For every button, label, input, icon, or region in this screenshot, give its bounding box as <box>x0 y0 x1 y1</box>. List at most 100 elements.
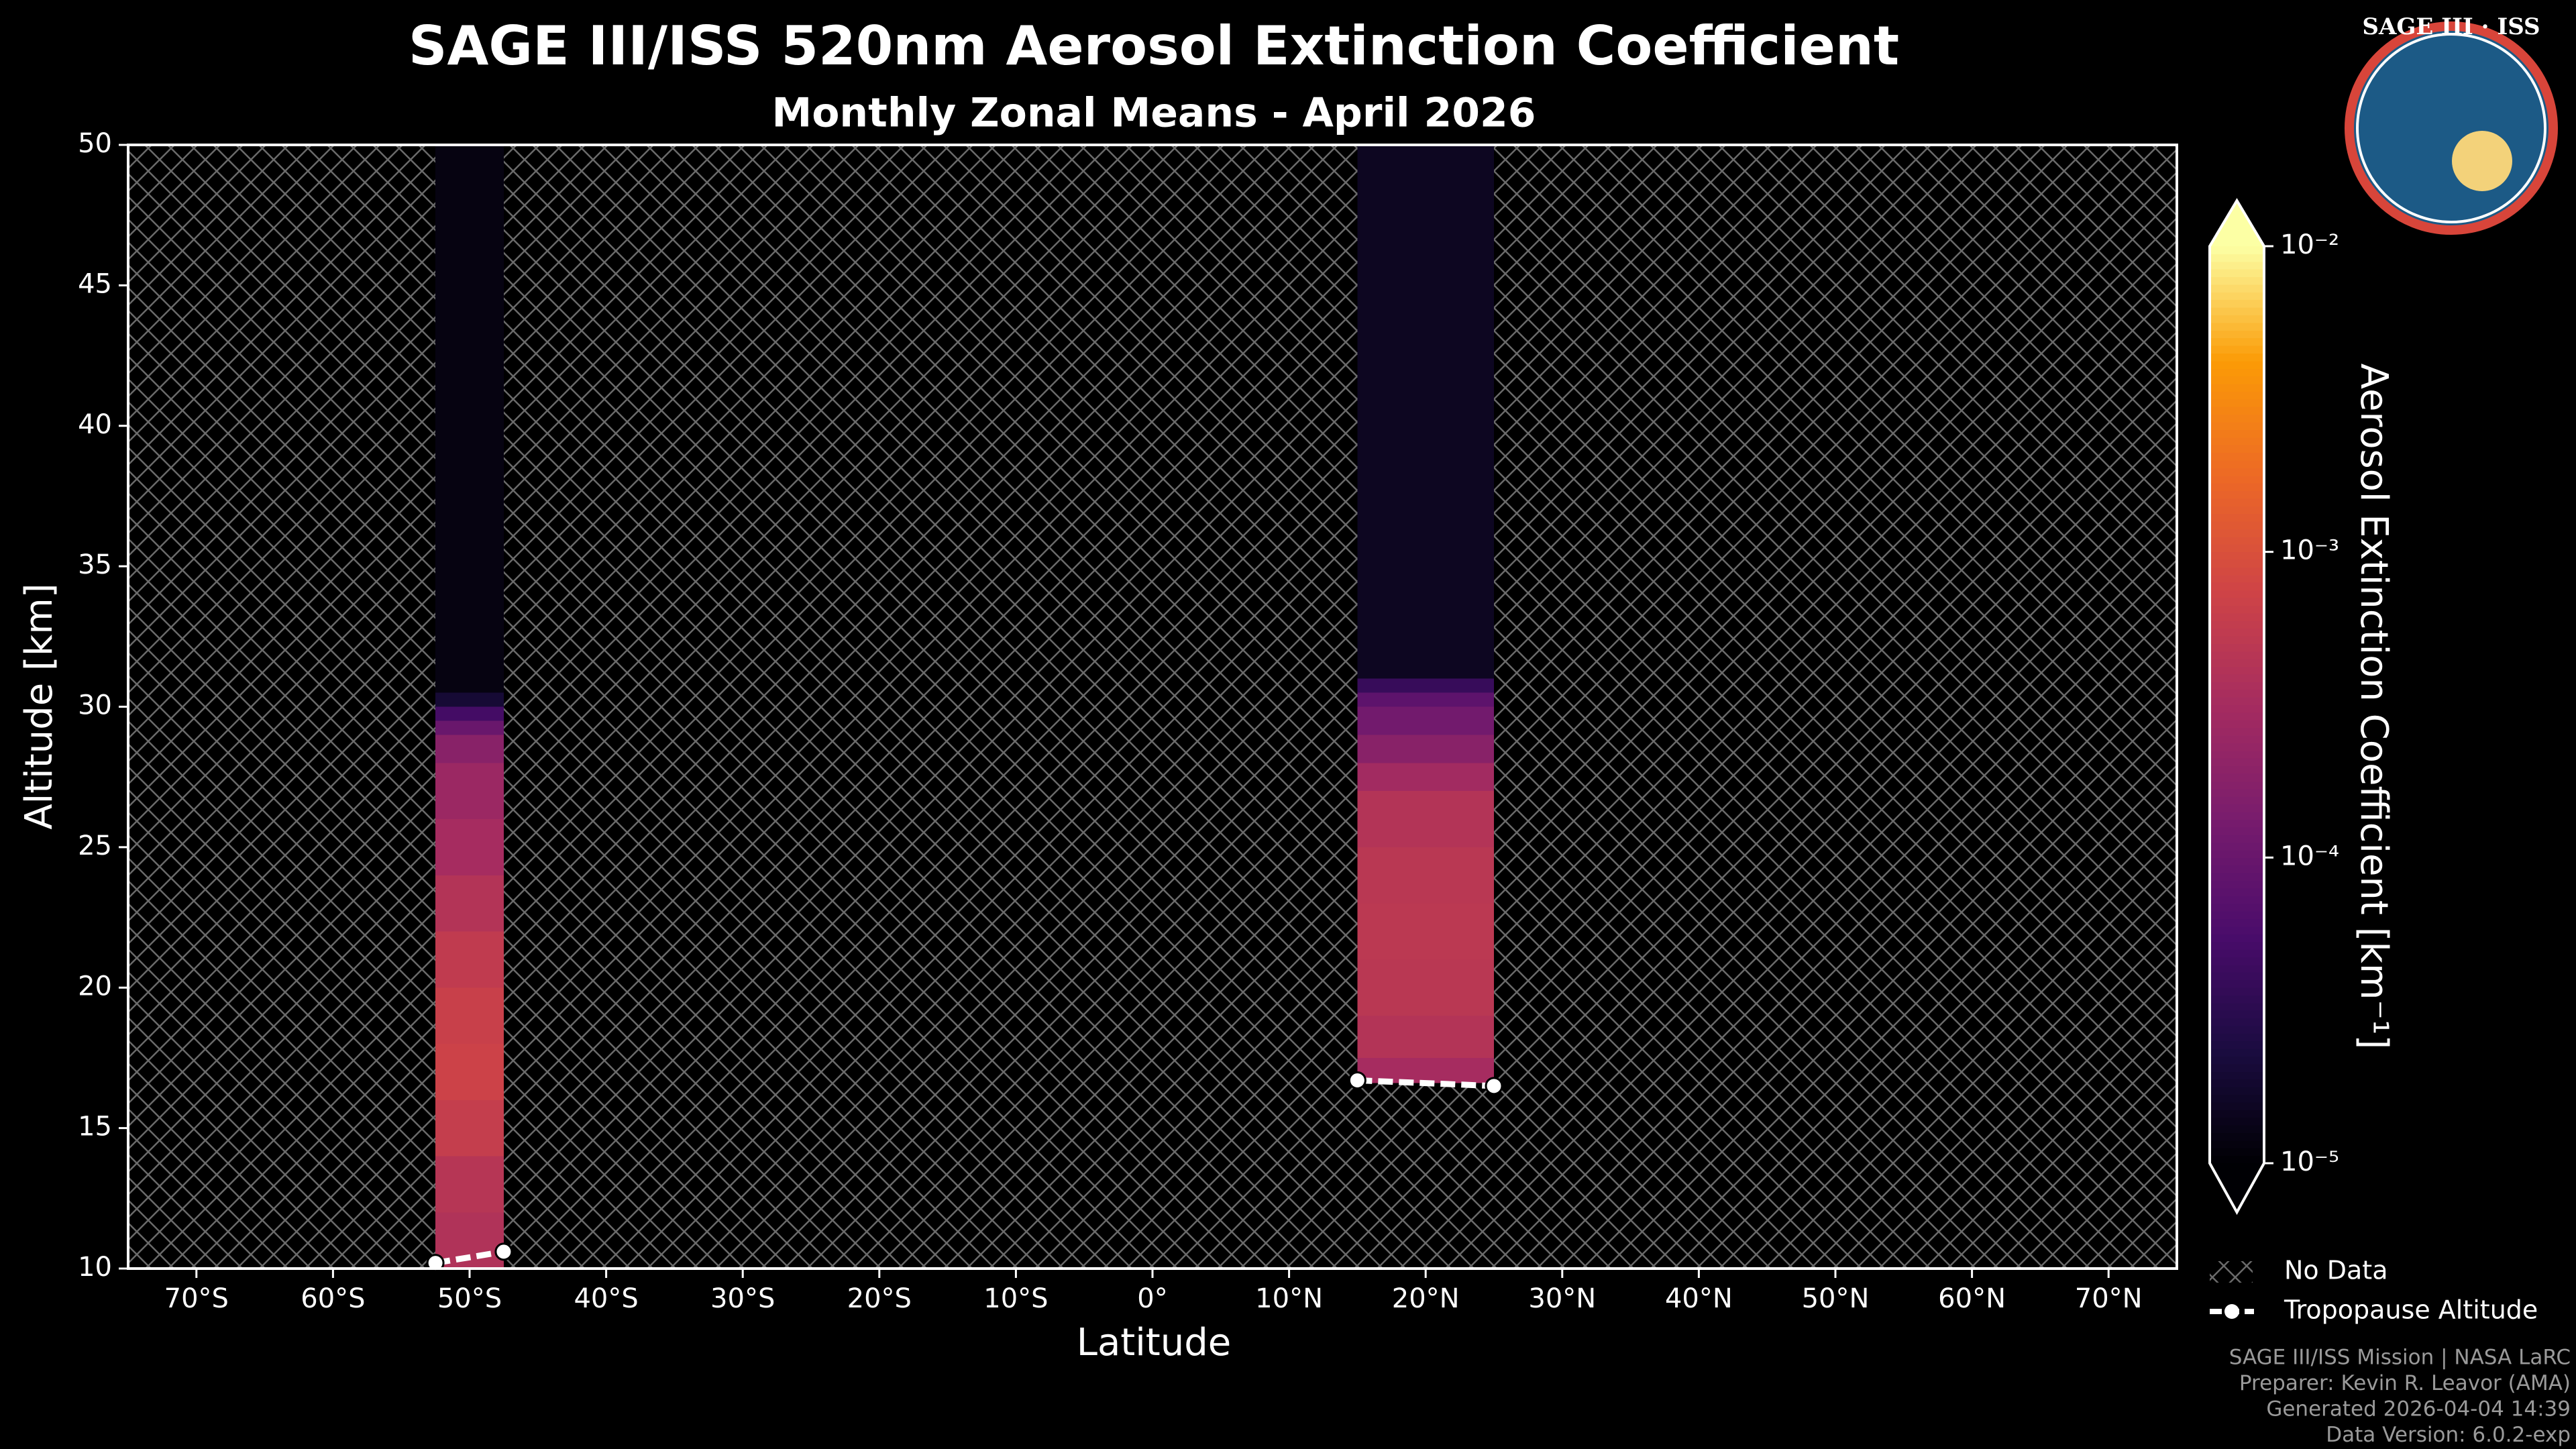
colorbar-segment <box>2210 689 2264 698</box>
profile-cell <box>1357 678 1494 693</box>
colorbar-segment <box>2210 398 2264 407</box>
colorbar-segment <box>2210 964 2264 973</box>
colorbar-segment <box>2210 735 2264 743</box>
footer-text: SAGE III/ISS Mission | NASA LaRC <box>2229 1346 2571 1370</box>
chart-subtitle: Monthly Zonal Means - April 2026 <box>772 90 1536 137</box>
colorbar-segment <box>2210 421 2264 430</box>
colorbar-segment <box>2210 322 2264 331</box>
colorbar-segment <box>2210 1056 2264 1065</box>
legend-swatch-no-data <box>2210 1261 2253 1283</box>
colorbar-segment <box>2210 849 2264 858</box>
colorbar-segment <box>2210 429 2264 438</box>
colorbar-segment <box>2210 390 2264 400</box>
profile-cell <box>1357 763 1494 792</box>
colorbar-segment <box>2210 383 2264 392</box>
colorbar-segment <box>2210 590 2264 598</box>
colorbar-segment <box>2210 804 2264 812</box>
colorbar-segment <box>2210 467 2264 476</box>
colorbar-segment <box>2210 505 2264 515</box>
colorbar-segment <box>2210 284 2264 292</box>
colorbar-segment <box>2210 498 2264 506</box>
colorbar-segment <box>2210 888 2264 896</box>
colorbar-segment <box>2210 826 2264 835</box>
footer-text: Generated 2026-04-04 14:39 <box>2266 1397 2571 1421</box>
colorbar-segment <box>2210 1140 2264 1148</box>
colorbar-segment <box>2210 574 2264 583</box>
colorbar-segment <box>2210 276 2264 285</box>
colorbar-segment <box>2210 872 2264 881</box>
colorbar-tick-label: 10⁻² <box>2280 229 2339 260</box>
colorbar-segment <box>2210 712 2264 720</box>
colorbar-segment <box>2210 941 2264 950</box>
colorbar-segment <box>2210 352 2264 362</box>
colorbar-segment <box>2210 811 2264 820</box>
colorbar-segment <box>2210 444 2264 453</box>
colorbar-segment <box>2210 704 2264 713</box>
colorbar-segment <box>2210 482 2264 492</box>
profile-cell <box>1357 1057 1494 1083</box>
footer-text: Preparer: Kevin R. Leavor (AMA) <box>2239 1371 2571 1395</box>
colorbar-segment <box>2210 1048 2264 1057</box>
profile-cell <box>435 875 504 932</box>
colorbar-segment <box>2210 582 2264 591</box>
colorbar-segment <box>2210 1018 2264 1026</box>
logo-text: SAGE III · ISS <box>2362 13 2540 40</box>
colorbar-segment <box>2210 773 2264 782</box>
colorbar-segment <box>2210 1040 2264 1049</box>
colorbar-segment <box>2210 757 2264 767</box>
x-tick-label: 20°N <box>1392 1283 1460 1314</box>
profile-cell <box>435 1044 504 1100</box>
colorbar-segment <box>2210 559 2264 568</box>
x-axis-label: Latitude <box>1077 1321 1231 1364</box>
colorbar-segment <box>2210 727 2264 736</box>
colorbar-segment <box>2210 475 2264 484</box>
x-tick-label: 10°S <box>983 1283 1048 1314</box>
profile-cell <box>435 145 504 693</box>
colorbar-segment <box>2210 742 2264 751</box>
colorbar-segment <box>2210 1117 2264 1126</box>
colorbar-segment <box>2210 949 2264 957</box>
colorbar-segment <box>2210 719 2264 729</box>
colorbar-segment <box>2210 643 2264 652</box>
x-tick-label: 50°N <box>1802 1283 1870 1314</box>
profile-cell <box>435 735 504 763</box>
y-tick-label: 45 <box>78 268 112 299</box>
x-tick-label: 60°S <box>301 1283 365 1314</box>
profile-cell <box>435 692 504 707</box>
y-tick-label: 10 <box>78 1252 112 1283</box>
colorbar-segment <box>2210 1002 2264 1011</box>
footer-text: Data Version: 6.0.2-exp <box>2326 1423 2571 1447</box>
colorbar-segment <box>2210 818 2264 828</box>
x-tick-label: 40°N <box>1665 1283 1733 1314</box>
colorbar-segment <box>2210 681 2264 690</box>
x-tick-label: 70°N <box>2075 1283 2143 1314</box>
y-tick-label: 25 <box>78 830 112 861</box>
x-tick-label: 10°N <box>1255 1283 1323 1314</box>
colorbar-segment <box>2210 360 2264 369</box>
y-tick-label: 35 <box>78 549 112 580</box>
colorbar-segment <box>2210 1147 2264 1157</box>
x-tick-label: 30°S <box>710 1283 775 1314</box>
colorbar-segment <box>2210 971 2264 981</box>
colorbar-segment <box>2210 1079 2264 1087</box>
colorbar-label: Aerosol Extinction Coefficient [km⁻¹] <box>2352 364 2396 1050</box>
colorbar-segment <box>2210 261 2264 270</box>
colorbar-segment <box>2210 696 2264 705</box>
profile-cell <box>1357 791 1494 847</box>
colorbar-segment <box>2210 857 2264 866</box>
colorbar-segment <box>2210 834 2264 843</box>
colorbar-segment <box>2210 521 2264 529</box>
colorbar-segment <box>2210 414 2264 423</box>
y-tick-label: 20 <box>78 971 112 1002</box>
colorbar-segment <box>2210 910 2264 919</box>
tropopause-line <box>1357 1077 1495 1089</box>
colorbar-segment <box>2210 1102 2264 1110</box>
profile-cell <box>1357 145 1494 679</box>
colorbar-segment <box>2210 406 2264 415</box>
colorbar-segment <box>2210 376 2264 384</box>
colorbar-segment <box>2210 750 2264 759</box>
colorbar-segment <box>2210 765 2264 774</box>
profile-cell <box>1357 706 1494 735</box>
colorbar-segment <box>2210 628 2264 637</box>
